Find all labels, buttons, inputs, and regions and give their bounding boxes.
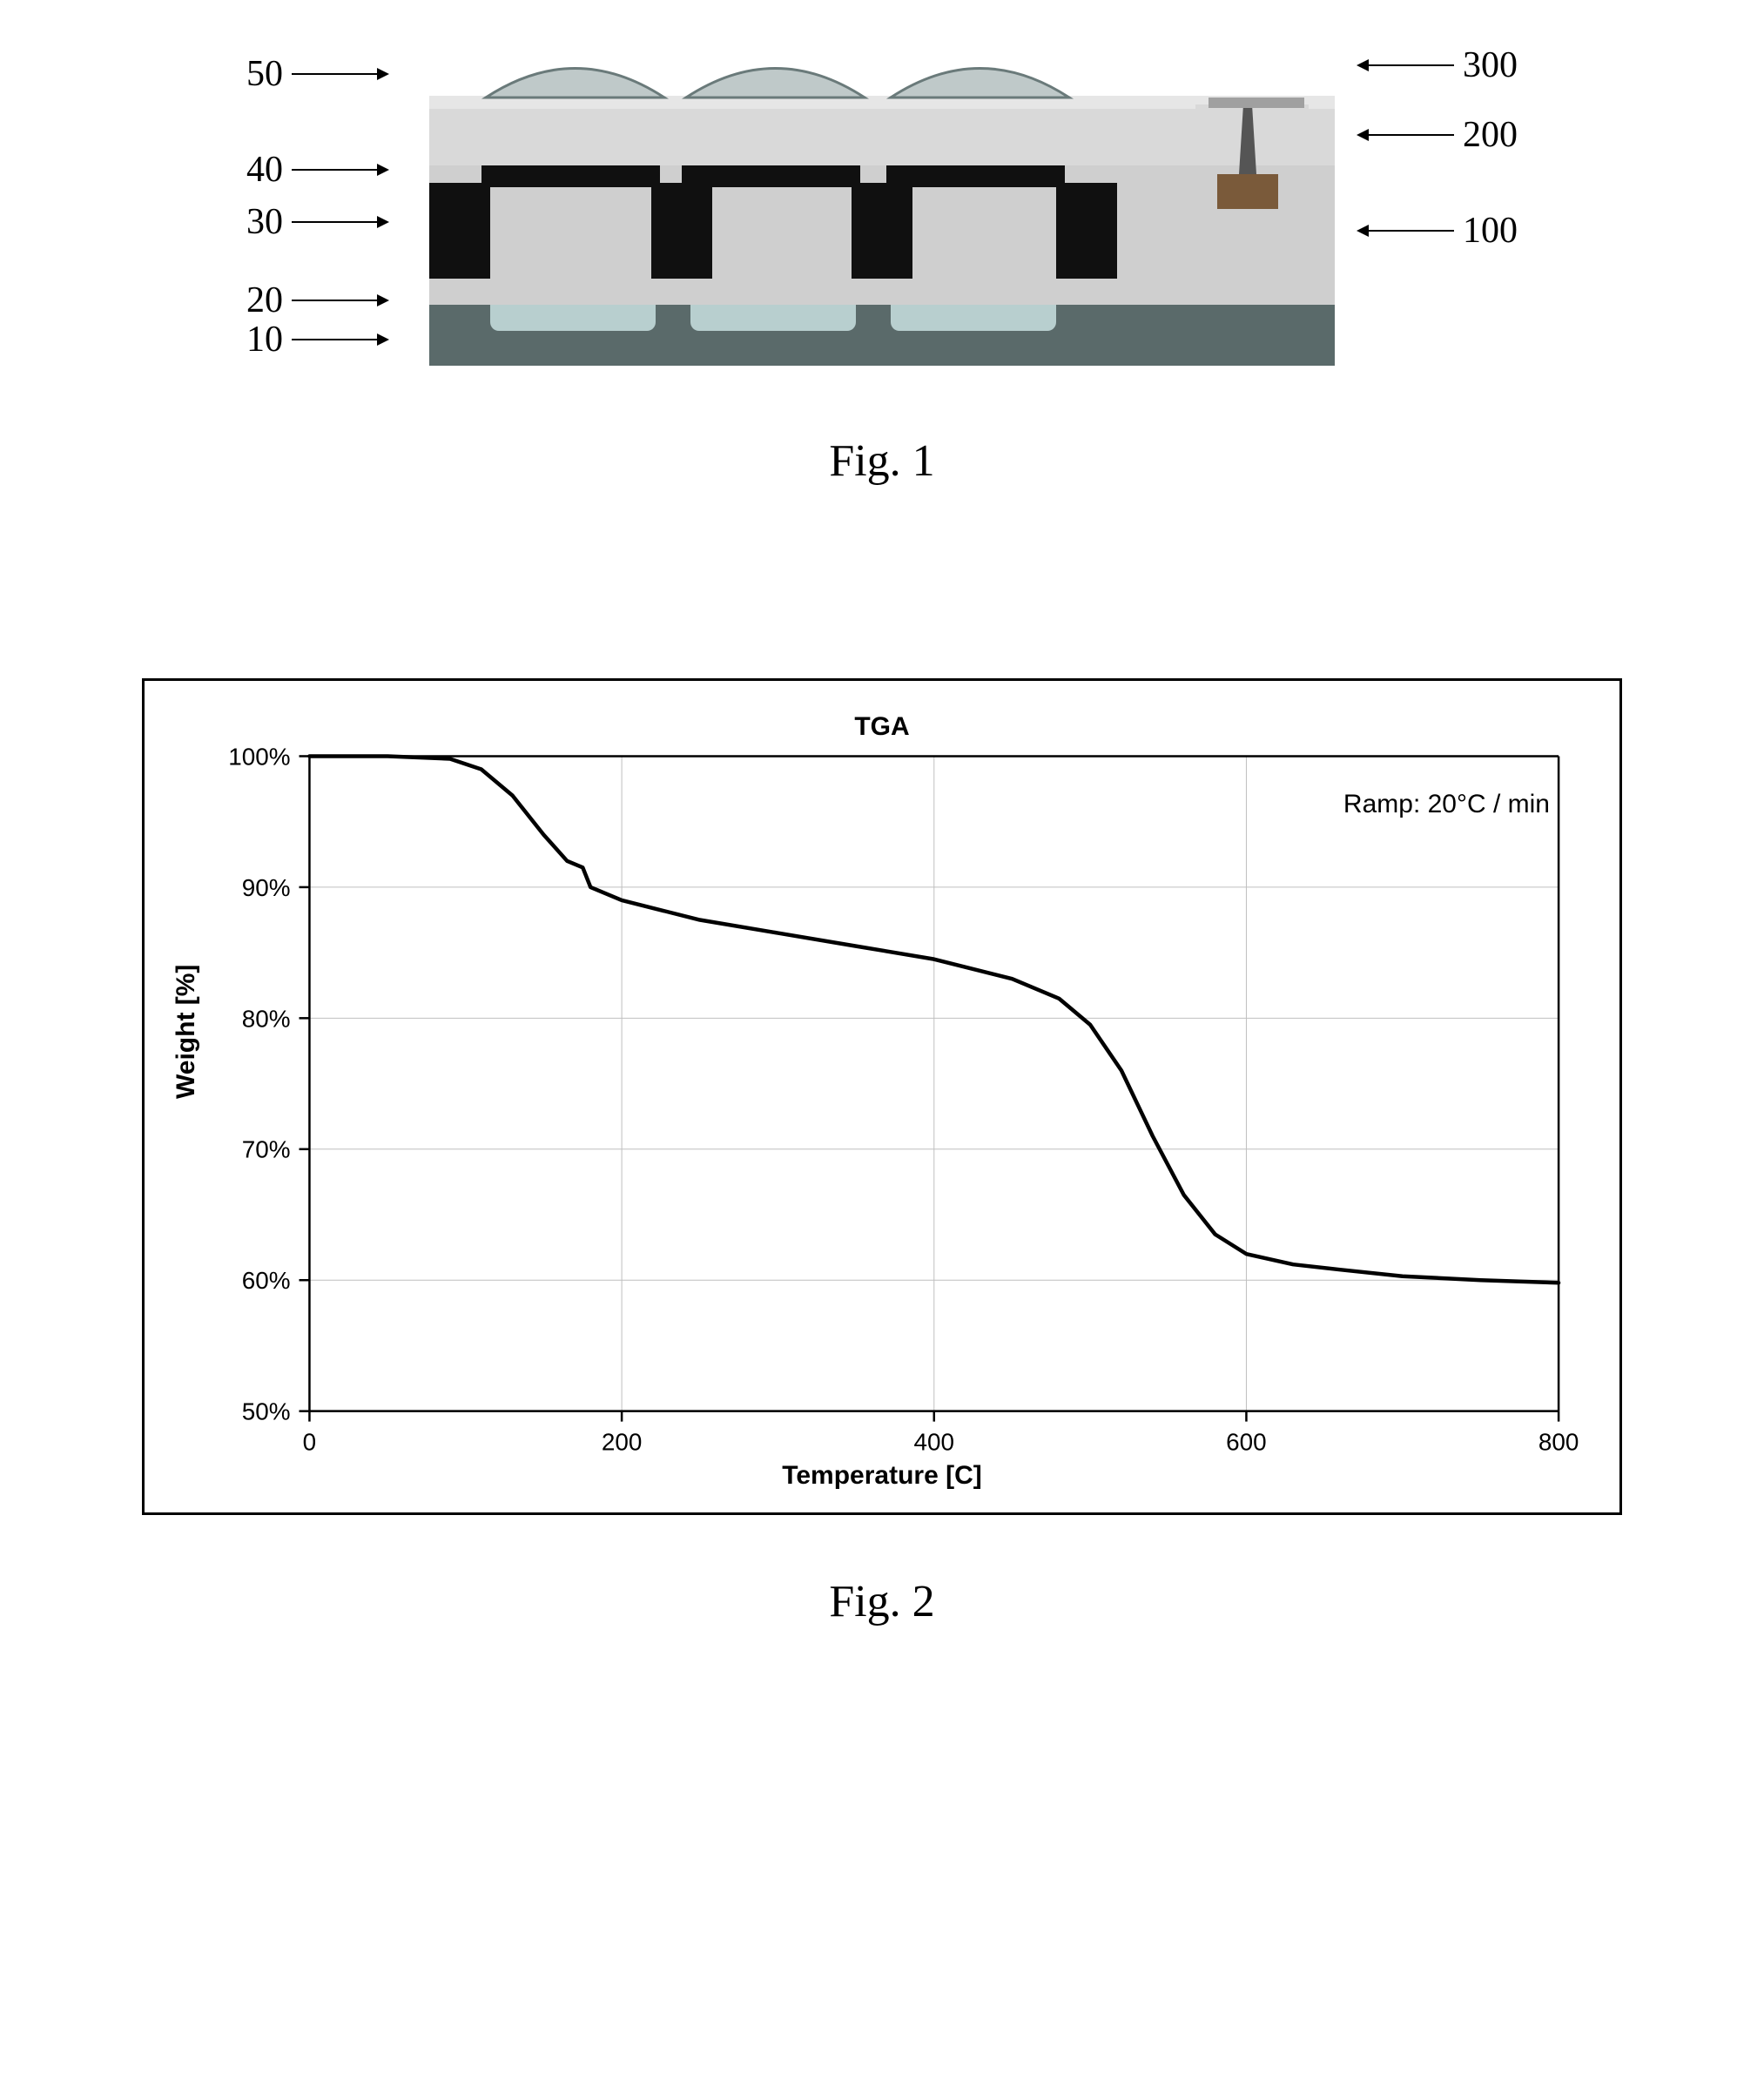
svg-text:60%: 60% [242, 1267, 291, 1294]
page: 50 40 30 2010 300 200 100 Fig. 1 TGA Ramp: 20… [0, 35, 1764, 1627]
arrow-left-icon [1358, 64, 1454, 66]
svg-text:600: 600 [1226, 1429, 1267, 1456]
fig2-note: Ramp: 20°C / min [1343, 790, 1550, 819]
fig1-label-text: 40 [246, 149, 283, 191]
fig1-label-200: 200 [1358, 113, 1518, 157]
svg-text:80%: 80% [242, 1005, 291, 1032]
figure-2: TGA Ramp: 20°C / min Weight [%] Temperat… [142, 678, 1622, 1515]
fig2-xlabel: Temperature [C] [782, 1461, 981, 1491]
fig1-label-text: 30 [246, 201, 283, 243]
arrow-right-icon [292, 169, 387, 171]
fig1-label-300: 300 [1358, 44, 1518, 87]
fig1-cross-section [429, 44, 1335, 366]
figure-1: 50 40 30 2010 300 200 100 [142, 44, 1622, 409]
fig1-label-text: 50 [246, 53, 283, 95]
fig1-label-50: 50 [246, 52, 387, 96]
arrow-right-icon [292, 300, 387, 301]
fig1-label-text: 300 [1463, 44, 1518, 86]
fig1-label-10: 10 [246, 318, 387, 361]
svg-text:90%: 90% [242, 874, 291, 901]
svg-text:100%: 100% [228, 743, 290, 770]
fig2-caption: Fig. 2 [829, 1576, 934, 1627]
fig2-title: TGA [854, 712, 909, 742]
fig1-label-30: 30 [246, 200, 387, 244]
svg-text:70%: 70% [242, 1136, 291, 1163]
arrow-right-icon [292, 221, 387, 223]
fig1-label-text: 20 [246, 279, 283, 321]
arrow-right-icon [292, 73, 387, 75]
fig1-label-text: 200 [1463, 114, 1518, 156]
fig1-label-text: 100 [1463, 210, 1518, 252]
svg-text:800: 800 [1538, 1429, 1579, 1456]
fig1-svg [429, 44, 1335, 366]
fig1-label-text: 10 [246, 319, 283, 360]
arrow-left-icon [1358, 230, 1454, 232]
fig2-chart-area: TGA Ramp: 20°C / min Weight [%] Temperat… [179, 707, 1585, 1491]
fig1-caption: Fig. 1 [829, 435, 934, 487]
fig2-ylabel: Weight [%] [172, 965, 201, 1099]
svg-text:0: 0 [303, 1429, 317, 1456]
arrow-left-icon [1358, 134, 1454, 136]
svg-text:400: 400 [914, 1429, 955, 1456]
fig2-svg: 0 200 400 600 800 50% 60% 70% 80% 90% 100% [179, 707, 1585, 1491]
arrow-right-icon [292, 339, 387, 340]
svg-text:50%: 50% [242, 1398, 291, 1425]
fig1-label-100: 100 [1358, 209, 1518, 253]
svg-text:200: 200 [602, 1429, 643, 1456]
fig1-label-40: 40 [246, 148, 387, 192]
fig1-label-20: 20 [246, 279, 387, 322]
